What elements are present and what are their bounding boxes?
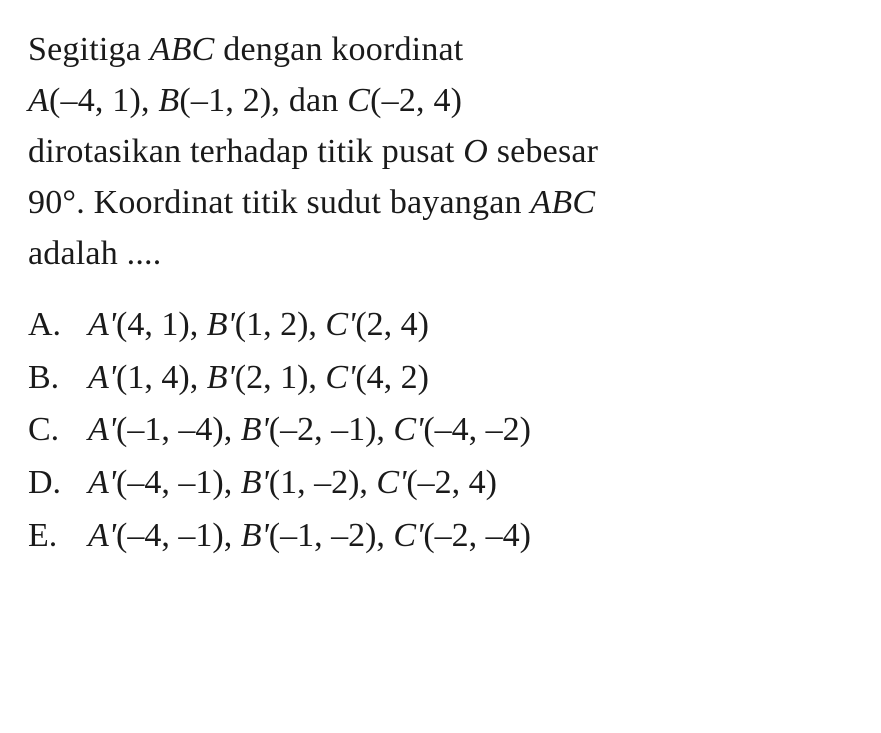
option-letter: E. — [28, 510, 88, 563]
text: 90°. Koordinat titik sudut bayangan — [28, 184, 530, 221]
math-var-o: O — [463, 133, 488, 170]
math-var-b-prime: B' — [241, 411, 269, 448]
option-c: C. A'(–1, –4), B'(–2, –1), C'(–4, –2) — [28, 404, 853, 457]
option-text: A'(–4, –1), B'(–1, –2), C'(–2, –4) — [88, 510, 853, 563]
math-var-a-prime: A' — [88, 306, 116, 343]
option-text: A'(4, 1), B'(1, 2), C'(2, 4) — [88, 299, 853, 352]
math-var-a-prime: A' — [88, 359, 116, 396]
option-d: D. A'(–4, –1), B'(1, –2), C'(–2, 4) — [28, 457, 853, 510]
question-line-3: dirotasikan terhadap titik pusat O sebes… — [28, 126, 853, 177]
coord: (2, 1), — [235, 359, 326, 396]
option-letter: A. — [28, 299, 88, 352]
option-letter: C. — [28, 404, 88, 457]
option-text: A'(–1, –4), B'(–2, –1), C'(–4, –2) — [88, 404, 853, 457]
math-var-c: C — [347, 82, 370, 119]
math-var-abc: ABC — [530, 184, 595, 221]
coord: (–2, –1), — [269, 411, 394, 448]
text: sebesar — [488, 133, 598, 170]
coord-c: (–2, 4) — [370, 82, 462, 119]
text: Segitiga — [28, 31, 150, 68]
coord: (–4, –1), — [116, 464, 241, 501]
coord: (1, 4), — [116, 359, 207, 396]
question-line-4: 90°. Koordinat titik sudut bayangan ABC — [28, 177, 853, 228]
coord: (1, –2), — [269, 464, 377, 501]
math-var-c-prime: C' — [376, 464, 406, 501]
coord: (2, 4) — [355, 306, 429, 343]
coord: (–2, 4) — [406, 464, 497, 501]
coord: (–2, –4) — [423, 517, 531, 554]
math-var-c-prime: C' — [325, 306, 355, 343]
math-var-b: B — [158, 82, 179, 119]
option-letter: D. — [28, 457, 88, 510]
option-letter: B. — [28, 352, 88, 405]
math-var-c-prime: C' — [393, 411, 423, 448]
question-stem: Segitiga ABC dengan koordinat A(–4, 1), … — [28, 24, 853, 279]
coord: (1, 2), — [235, 306, 326, 343]
coord-a: (–4, 1), — [49, 82, 158, 119]
math-var-a-prime: A' — [88, 411, 116, 448]
math-var-c-prime: C' — [393, 517, 423, 554]
question-line-2: A(–4, 1), B(–1, 2), dan C(–2, 4) — [28, 75, 853, 126]
math-var-b-prime: B' — [207, 306, 235, 343]
question-line-5: adalah .... — [28, 228, 853, 279]
options-list: A. A'(4, 1), B'(1, 2), C'(2, 4) B. A'(1,… — [28, 299, 853, 562]
text: adalah .... — [28, 235, 161, 272]
math-var-c-prime: C' — [325, 359, 355, 396]
option-a: A. A'(4, 1), B'(1, 2), C'(2, 4) — [28, 299, 853, 352]
text: dengan koordinat — [215, 31, 464, 68]
coord: (–1, –2), — [269, 517, 394, 554]
option-e: E. A'(–4, –1), B'(–1, –2), C'(–2, –4) — [28, 510, 853, 563]
option-text: A'(–4, –1), B'(1, –2), C'(–2, 4) — [88, 457, 853, 510]
coord: (–1, –4), — [116, 411, 241, 448]
math-var-abc: ABC — [150, 31, 215, 68]
math-var-b-prime: B' — [207, 359, 235, 396]
option-text: A'(1, 4), B'(2, 1), C'(4, 2) — [88, 352, 853, 405]
math-var-a: A — [28, 82, 49, 119]
math-var-a-prime: A' — [88, 464, 116, 501]
coord: (4, 1), — [116, 306, 207, 343]
math-var-b-prime: B' — [241, 464, 269, 501]
math-var-b-prime: B' — [241, 517, 269, 554]
coord: (–4, –1), — [116, 517, 241, 554]
option-b: B. A'(1, 4), B'(2, 1), C'(4, 2) — [28, 352, 853, 405]
coord: (–4, –2) — [423, 411, 531, 448]
text: dirotasikan terhadap titik pusat — [28, 133, 463, 170]
math-var-a-prime: A' — [88, 517, 116, 554]
question-line-1: Segitiga ABC dengan koordinat — [28, 24, 853, 75]
coord-b: (–1, 2), dan — [179, 82, 347, 119]
coord: (4, 2) — [355, 359, 429, 396]
